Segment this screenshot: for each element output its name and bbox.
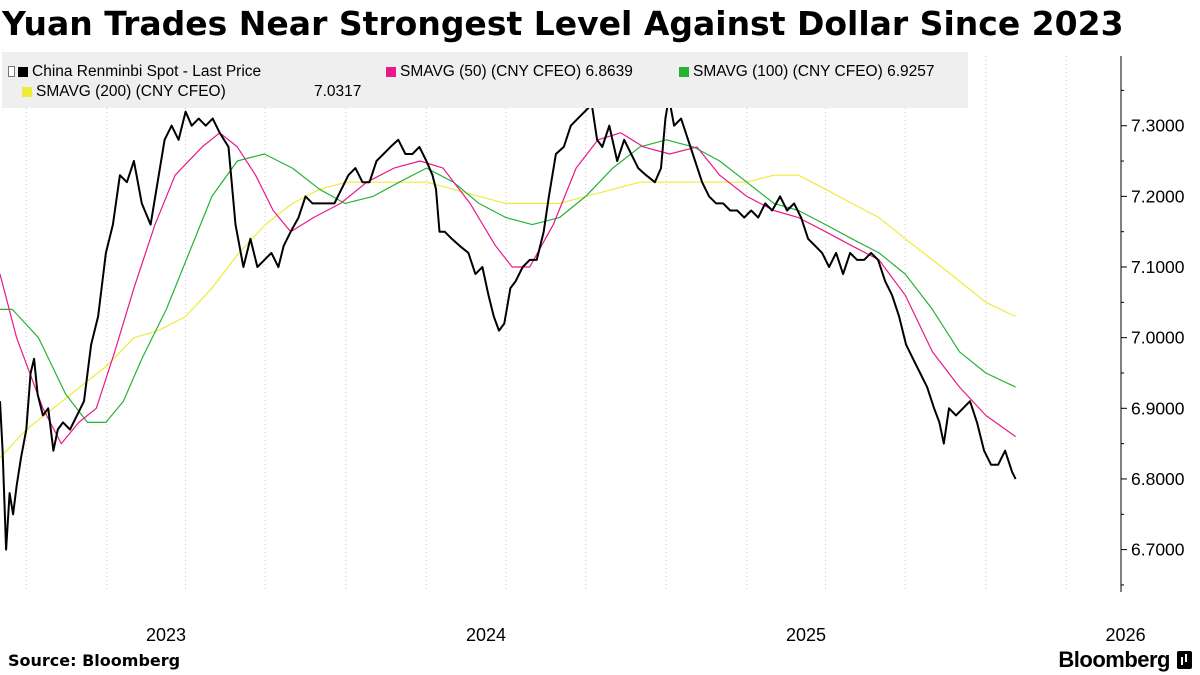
legend-value: 6.8639 xyxy=(585,63,633,80)
legend-item-sma100: SMAVG (100) (CNY CFEO) 6.9257 xyxy=(679,62,935,82)
legend-swatch-yellow xyxy=(22,87,32,97)
x-tick-label: 2024 xyxy=(466,625,506,645)
bloomberg-logo: Bloomberg xyxy=(1058,647,1170,672)
legend-item-sma200: SMAVG (200) (CNY CFEO) xyxy=(22,82,226,102)
bloomberg-badge-icon xyxy=(1177,651,1192,669)
x-tick-label: 2026 xyxy=(1106,625,1146,645)
legend-label: SMAVG (200) (CNY CFEO) xyxy=(36,83,226,100)
y-tick-label: 6.8000 xyxy=(1131,469,1185,489)
legend-item-spot: China Renminbi Spot - Last Price xyxy=(8,62,261,82)
y-tick-label: 7.1000 xyxy=(1131,257,1185,277)
legend-label: SMAVG (50) (CNY CFEO) xyxy=(400,63,582,80)
source-note: Source: Bloomberg xyxy=(8,651,181,670)
legend-swatch-magenta xyxy=(386,67,396,77)
chart-legend: China Renminbi Spot - Last Price SMAVG (… xyxy=(2,52,968,108)
expand-icon[interactable] xyxy=(8,66,15,77)
chart-title: Yuan Trades Near Strongest Level Against… xyxy=(2,4,1124,43)
legend-label: SMAVG (100) (CNY CFEO) xyxy=(693,63,883,80)
legend-swatch-green xyxy=(679,67,689,77)
series-line-sma200 xyxy=(0,174,1016,459)
x-tick-label: 2023 xyxy=(146,625,186,645)
y-tick-label: 7.0000 xyxy=(1131,328,1185,348)
legend-value: 7.0317 xyxy=(314,83,362,100)
legend-item-sma50: SMAVG (50) (CNY CFEO) 6.8639 xyxy=(386,62,633,82)
x-tick-label: 2025 xyxy=(786,625,826,645)
y-tick-label: 7.3000 xyxy=(1131,116,1185,136)
legend-value: 6.9257 xyxy=(887,63,935,80)
y-tick-label: 7.2000 xyxy=(1131,186,1185,206)
legend-swatch-black xyxy=(18,67,28,77)
series-line-sma100 xyxy=(0,139,1016,423)
legend-label: China Renminbi Spot - Last Price xyxy=(32,63,262,80)
y-tick-label: 6.9000 xyxy=(1131,398,1185,418)
series-line-spot xyxy=(0,96,1017,551)
series-line-sma50 xyxy=(0,132,1016,445)
y-tick-label: 6.7000 xyxy=(1131,540,1185,560)
